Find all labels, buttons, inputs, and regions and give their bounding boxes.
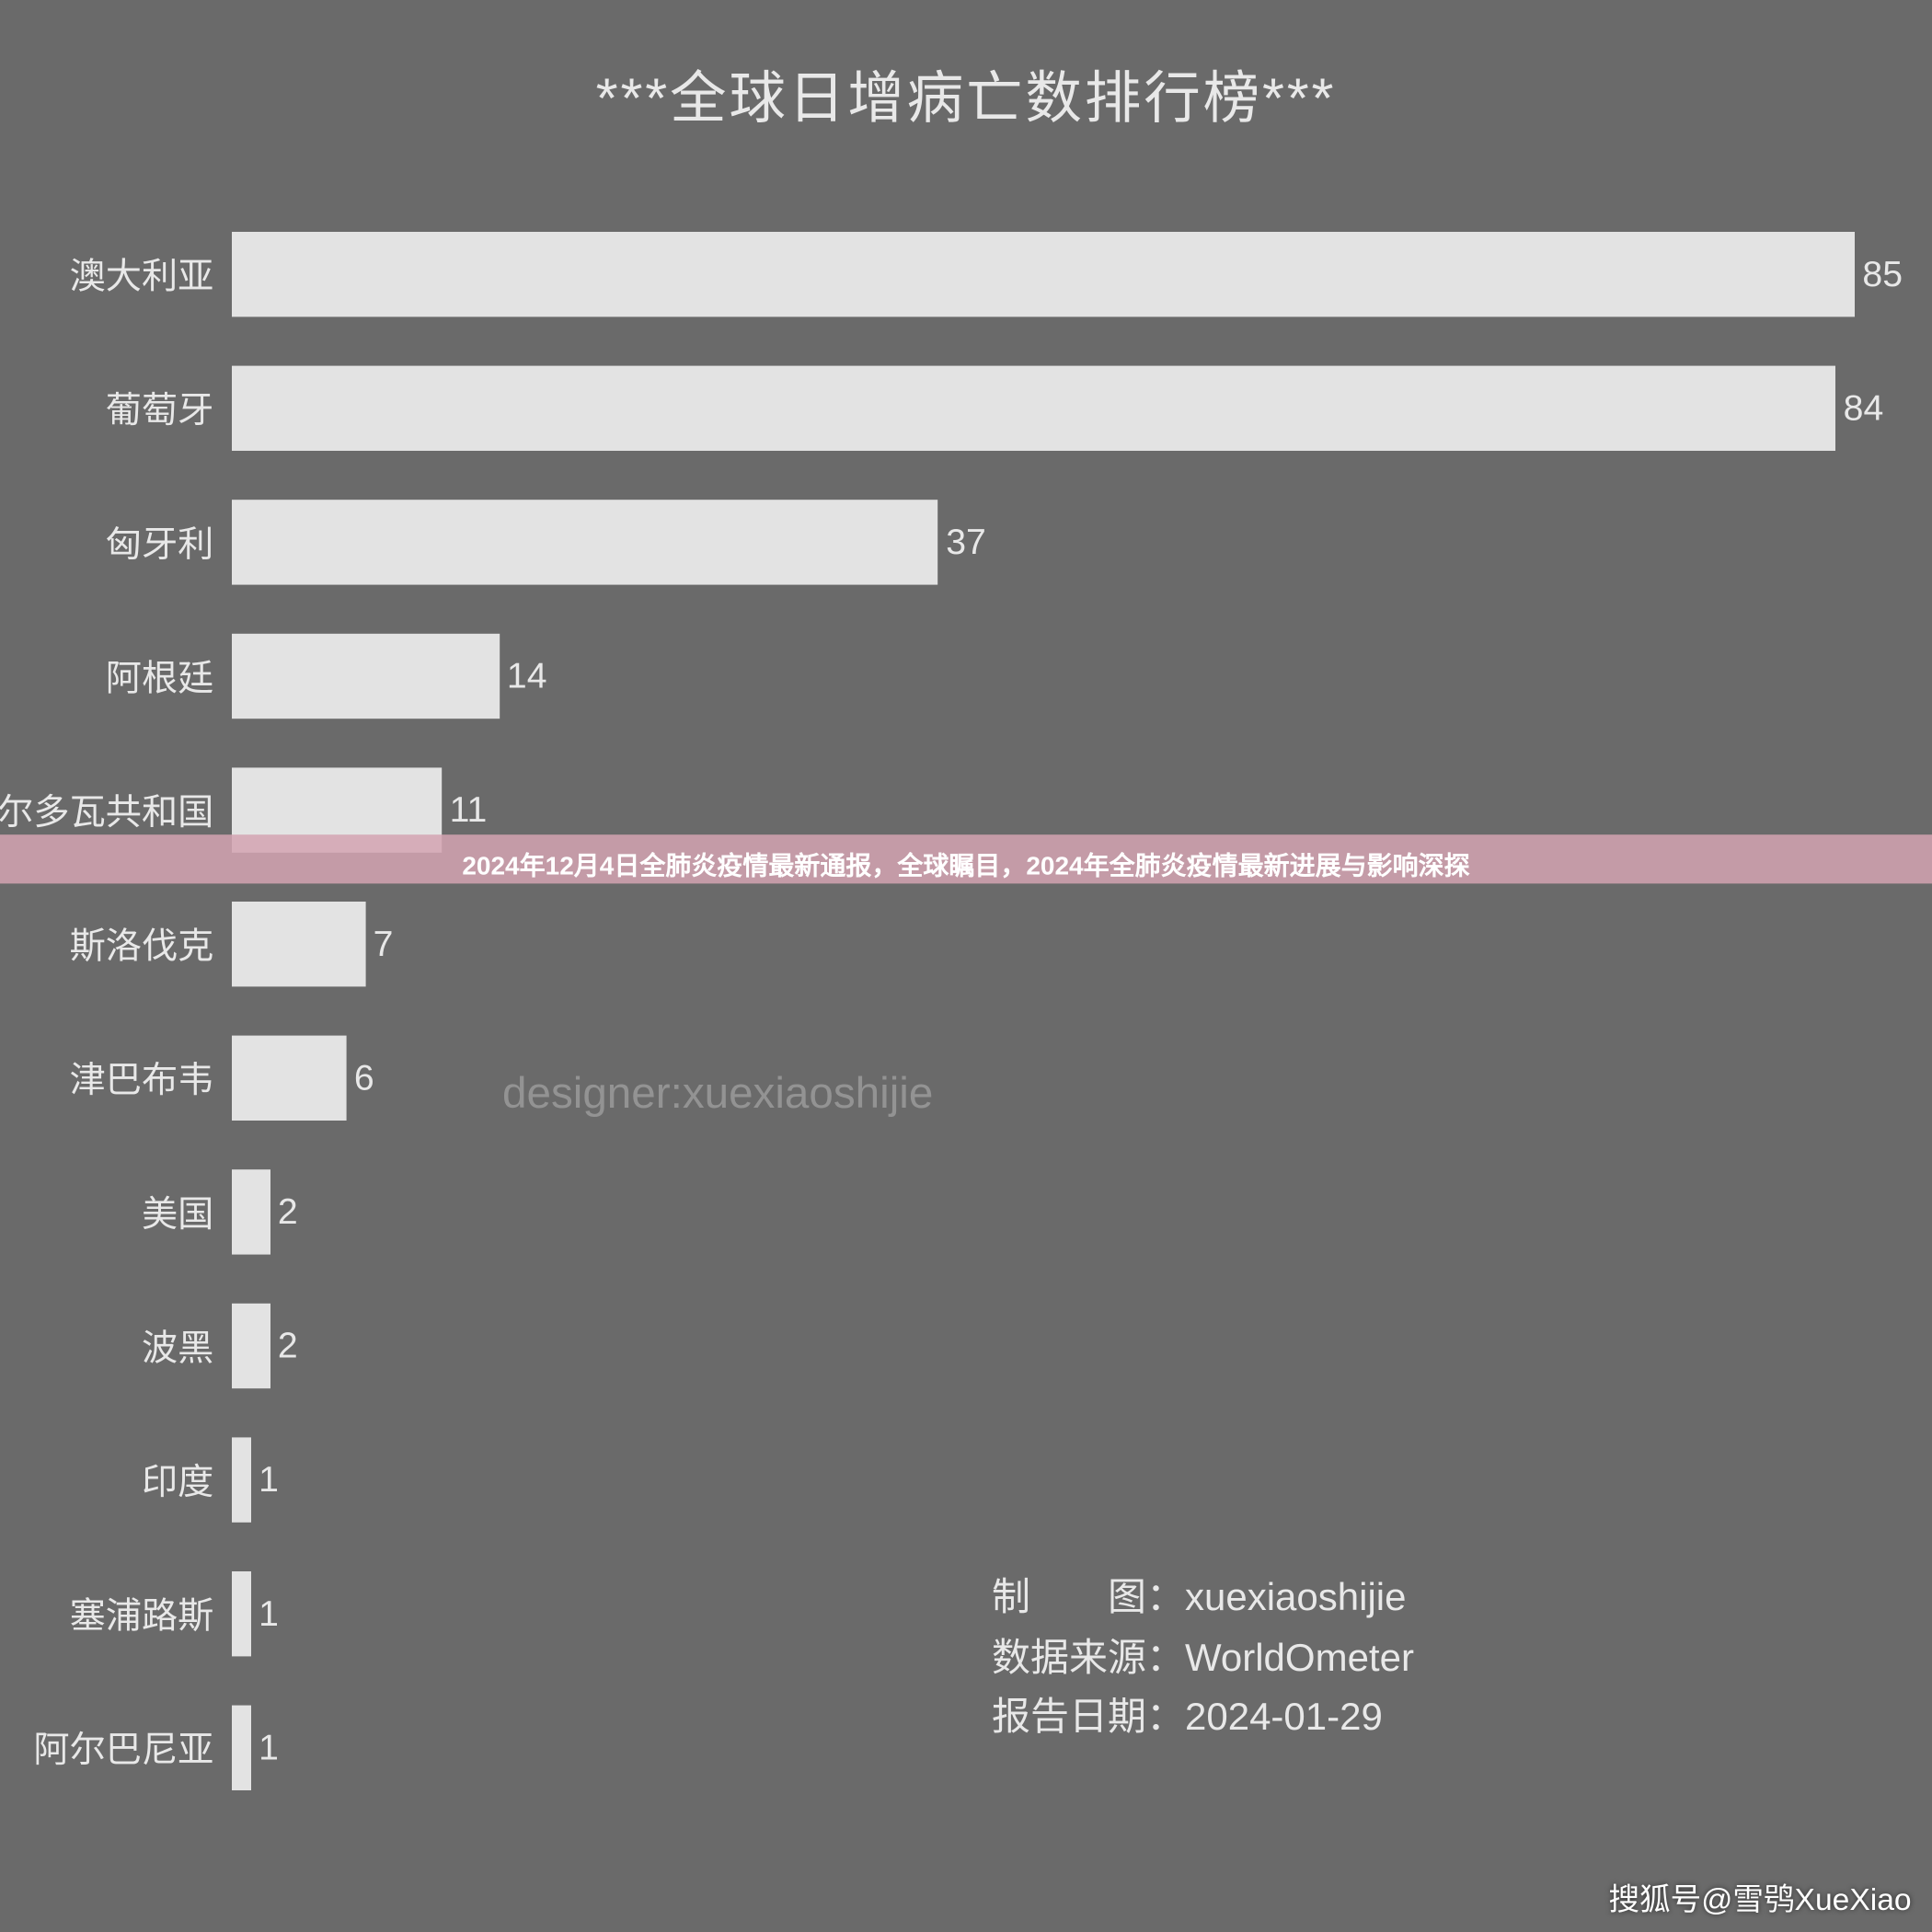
bar-row: 美国2 (232, 1169, 1855, 1254)
chart-title: ***全球日增病亡数排行榜*** (0, 52, 1932, 134)
y-axis-label: 匈牙利 (106, 516, 214, 568)
bar (232, 1437, 251, 1522)
y-axis-label: 阿尔巴尼亚 (33, 1722, 213, 1774)
bar-row: 津巴布韦6 (232, 1036, 1855, 1121)
bar-row: 澳大利亚85 (232, 232, 1855, 316)
credits-row: 报告日期：2024-01-29 (992, 1688, 1414, 1748)
value-label: 84 (1844, 387, 1884, 429)
credits-key: 制 图： (992, 1569, 1185, 1628)
bar-row: 印度1 (232, 1437, 1855, 1522)
credits-row: 制 图：xuexiaoshijie (992, 1569, 1414, 1628)
y-axis-label: 波黑 (142, 1320, 213, 1372)
credits-key: 数据来源： (992, 1628, 1185, 1688)
bar-row: 波黑2 (232, 1304, 1855, 1388)
bar-row: 匈牙利37 (232, 500, 1855, 584)
bar (232, 232, 1855, 316)
bar (232, 1571, 251, 1656)
credits-row: 数据来源：WorldOmeter (992, 1628, 1414, 1688)
bar (232, 500, 938, 584)
bar (232, 1036, 347, 1121)
value-label: 2 (278, 1326, 298, 1367)
bar (232, 1706, 251, 1790)
y-axis-label: 摩尔多瓦共和国 (0, 785, 213, 836)
y-axis-label: 斯洛伐克 (70, 918, 214, 970)
credits-value: xuexiaoshijie (1185, 1577, 1406, 1619)
credits-value: 2024-01-29 (1185, 1696, 1383, 1739)
y-axis-label: 印度 (142, 1455, 213, 1506)
designer-watermark: designer:xuexiaoshijie (502, 1069, 933, 1120)
value-label: 2 (278, 1191, 298, 1233)
bar (232, 1169, 270, 1254)
bar (232, 1304, 270, 1388)
bar (232, 902, 365, 986)
value-label: 37 (946, 522, 986, 563)
bar (232, 634, 500, 719)
value-label: 1 (259, 1727, 279, 1768)
y-axis-label: 澳大利亚 (70, 248, 214, 300)
value-label: 85 (1862, 254, 1903, 295)
value-label: 6 (354, 1057, 374, 1098)
sohu-credit: 搜狐号@雪鸮XueXiao (1608, 1874, 1911, 1919)
y-axis-label: 津巴布韦 (70, 1052, 214, 1104)
y-axis-label: 美国 (142, 1186, 213, 1237)
y-axis-label: 葡萄牙 (106, 383, 214, 434)
credits-value: WorldOmeter (1185, 1637, 1414, 1679)
overlay-strip-text: 2024年12月4日全肺炎疫情最新通报，全球瞩目，2024年全肺炎疫情最新进展与… (0, 845, 1932, 882)
bar-row: 斯洛伐克7 (232, 902, 1855, 986)
bar-row: 葡萄牙84 (232, 366, 1855, 451)
credits-key: 报告日期： (992, 1688, 1185, 1748)
bar (232, 366, 1835, 451)
bar-row: 阿根廷14 (232, 634, 1855, 719)
value-label: 11 (450, 789, 488, 831)
value-label: 14 (507, 656, 547, 697)
value-label: 7 (374, 924, 394, 965)
y-axis-label: 塞浦路斯 (70, 1588, 214, 1639)
credits-block: 制 图：xuexiaoshijie数据来源：WorldOmeter报告日期：20… (992, 1569, 1414, 1748)
value-label: 1 (259, 1593, 279, 1635)
y-axis-label: 阿根廷 (106, 650, 214, 702)
value-label: 1 (259, 1459, 279, 1501)
